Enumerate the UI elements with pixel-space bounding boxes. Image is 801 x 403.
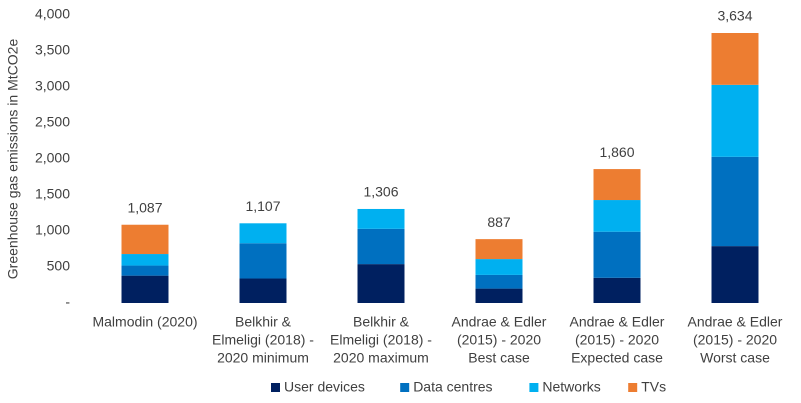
legend-label: User devices bbox=[284, 379, 365, 395]
y-tick-label: 4,000 bbox=[35, 6, 70, 22]
x-tick-label: 2020 maximum bbox=[333, 350, 429, 366]
x-tick-label: Malmodin (2020) bbox=[92, 314, 197, 330]
bar-segment bbox=[593, 277, 641, 303]
legend-label: TVs bbox=[641, 379, 666, 395]
y-tick-label: 3,000 bbox=[35, 78, 70, 94]
bar-segment bbox=[475, 259, 523, 275]
bar-segment bbox=[239, 243, 287, 279]
legend-label: Networks bbox=[542, 379, 600, 395]
x-tick-label: (2015) - 2020 bbox=[575, 332, 659, 348]
y-tick-label: - bbox=[65, 294, 70, 310]
bar-segment bbox=[593, 169, 641, 201]
bar-segment bbox=[475, 274, 523, 289]
total-label: 1,107 bbox=[245, 198, 280, 214]
bar-segment bbox=[711, 156, 759, 247]
y-tick-label: 3,500 bbox=[35, 42, 70, 58]
bar-segment bbox=[239, 223, 287, 244]
legend-swatch bbox=[529, 383, 539, 392]
bar-segment bbox=[239, 278, 287, 303]
x-tick-label: Elmeligi (2018) - bbox=[330, 332, 432, 348]
bar-segment bbox=[475, 288, 523, 303]
total-label: 1,860 bbox=[599, 144, 634, 160]
x-tick-label: (2015) - 2020 bbox=[693, 332, 777, 348]
x-tick-label: Expected case bbox=[571, 350, 663, 366]
legend-label: Data centres bbox=[413, 379, 492, 395]
total-label: 3,634 bbox=[717, 8, 752, 24]
x-tick-label: Andrae & Edler bbox=[570, 314, 665, 330]
bar-segment bbox=[357, 208, 405, 229]
bar-segment bbox=[357, 264, 405, 303]
legend-swatch bbox=[400, 383, 410, 392]
y-tick-label: 2,500 bbox=[35, 114, 70, 130]
bar-segment bbox=[593, 231, 641, 278]
bar-segment bbox=[711, 246, 759, 303]
x-tick-label: Andrae & Edler bbox=[452, 314, 547, 330]
bar-segment bbox=[121, 275, 169, 303]
y-tick-label: 1,500 bbox=[35, 186, 70, 202]
bar-segment bbox=[711, 84, 759, 157]
x-tick-label: Belkhir & bbox=[235, 314, 292, 330]
total-label: 887 bbox=[487, 214, 511, 230]
x-tick-label: Worst case bbox=[700, 350, 770, 366]
bar-segment bbox=[121, 254, 169, 266]
x-tick-label: Andrae & Edler bbox=[688, 314, 783, 330]
total-label: 1,306 bbox=[363, 184, 398, 200]
x-tick-label: 2020 minimum bbox=[217, 350, 309, 366]
x-tick-label: Best case bbox=[468, 350, 530, 366]
total-label: 1,087 bbox=[127, 199, 162, 215]
y-axis-title: Greenhouse gas emissions in MtCO2e bbox=[5, 39, 21, 280]
bar-segment bbox=[121, 224, 169, 255]
x-tick-label: (2015) - 2020 bbox=[457, 332, 541, 348]
y-tick-label: 2,000 bbox=[35, 150, 70, 166]
y-tick-label: 1,000 bbox=[35, 222, 70, 238]
bar-segment bbox=[475, 239, 523, 260]
bar-segment bbox=[121, 265, 169, 276]
legend-swatch bbox=[628, 383, 638, 392]
y-tick-label: 500 bbox=[47, 258, 71, 274]
bar-segment bbox=[711, 33, 759, 85]
x-tick-label: Elmeligi (2018) - bbox=[212, 332, 314, 348]
legend-swatch bbox=[271, 383, 280, 392]
bar-segment bbox=[357, 228, 405, 265]
bar-segment bbox=[593, 200, 641, 232]
x-tick-label: Belkhir & bbox=[353, 314, 410, 330]
